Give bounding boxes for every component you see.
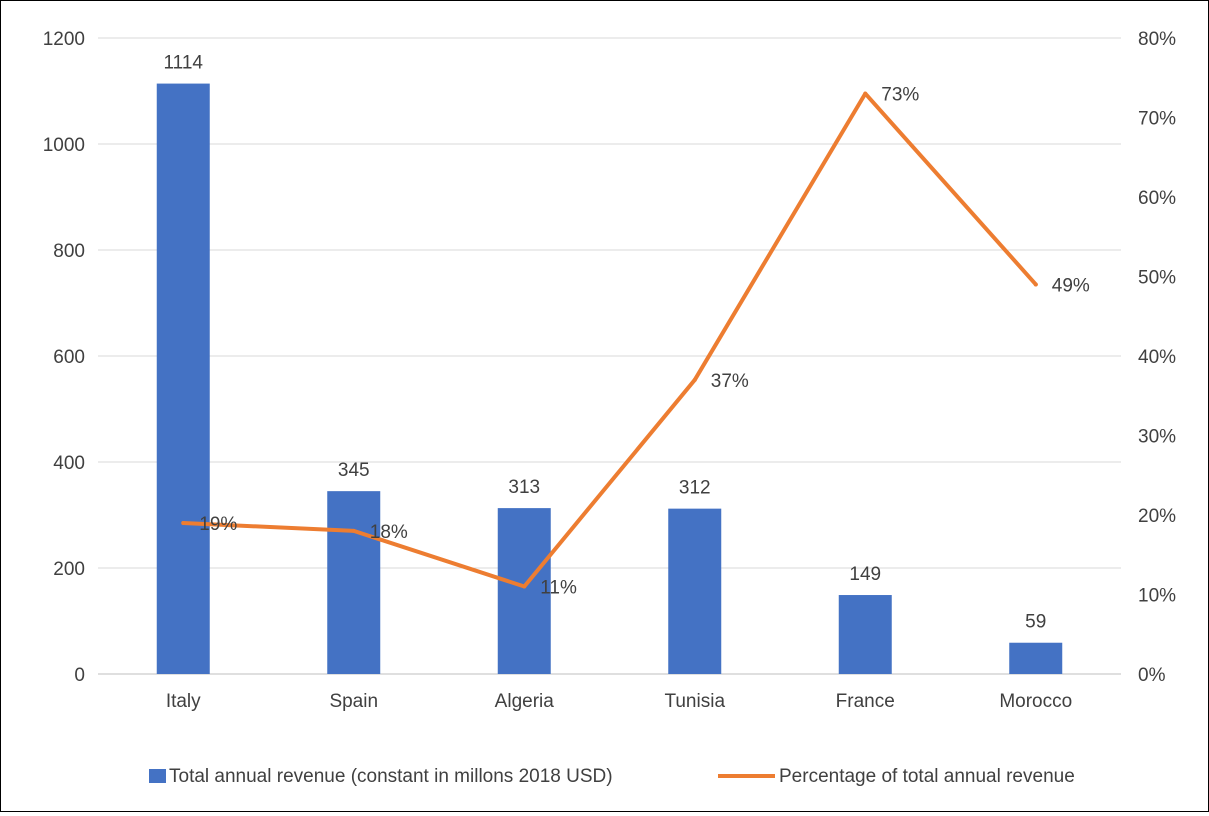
bar-data-label: 59	[1025, 612, 1046, 633]
line-series-path	[181, 91, 1038, 589]
right-axis-tick-label: 0%	[1138, 665, 1166, 686]
right-axis-tick-label: 40%	[1138, 347, 1176, 368]
legend-bar-swatch	[149, 769, 166, 783]
line-data-label: 18%	[370, 522, 408, 543]
right-axis-tick-label: 80%	[1138, 29, 1176, 50]
line-point	[351, 528, 356, 533]
category-label: France	[836, 691, 895, 712]
line-series	[181, 91, 1038, 589]
bar-data-label: 1114	[164, 53, 204, 74]
bar	[327, 491, 381, 674]
bar-data-label: 312	[679, 478, 711, 499]
category-labels: Italy Spain Algeria Tunisia France Morocco	[166, 691, 1072, 712]
data-labels: 1114 345 313 312 149 59 19% 18% 11% 37% 73% 49%	[164, 53, 1090, 633]
line-point	[181, 520, 186, 525]
bar-data-label: 345	[338, 460, 370, 481]
right-axis-tick-label: 50%	[1138, 268, 1176, 289]
legend: Total annual revenue (constant in millon…	[149, 766, 1075, 787]
right-axis-tick-label: 30%	[1138, 427, 1176, 448]
left-axis-ticks: 0 200 400 600 800 1000 1200	[43, 29, 85, 686]
bar	[156, 83, 210, 674]
bar-series	[156, 83, 1063, 674]
category-label: Algeria	[495, 691, 555, 712]
right-axis-ticks: 0% 10% 20% 30% 40% 50% 60% 70% 80%	[1138, 29, 1176, 686]
gridlines	[98, 37, 1121, 675]
right-axis-tick-label: 20%	[1138, 506, 1176, 527]
legend-line-label: Percentage of total annual revenue	[779, 766, 1075, 787]
line-point	[522, 584, 527, 589]
left-axis-tick-label: 1200	[43, 29, 85, 50]
left-axis-tick-label: 800	[53, 241, 85, 262]
category-label: Tunisia	[664, 691, 725, 712]
line-data-label: 73%	[881, 85, 919, 106]
line-data-label: 11%	[540, 578, 577, 599]
line-point	[863, 91, 868, 96]
bar-data-label: 149	[849, 564, 881, 585]
line-data-label: 19%	[199, 514, 237, 535]
bar-data-label: 313	[508, 477, 540, 498]
category-label: Italy	[166, 691, 201, 712]
category-label: Morocco	[999, 691, 1072, 712]
line-point	[692, 377, 697, 382]
left-axis-tick-label: 600	[53, 347, 85, 368]
right-axis-tick-label: 10%	[1138, 586, 1176, 607]
right-axis-tick-label: 60%	[1138, 188, 1176, 209]
bar	[668, 508, 722, 674]
bar	[1009, 642, 1063, 674]
legend-bar-label: Total annual revenue (constant in millon…	[169, 766, 613, 787]
right-axis-tick-label: 70%	[1138, 109, 1176, 130]
left-axis-tick-label: 0	[74, 665, 85, 686]
left-axis-tick-label: 1000	[43, 135, 85, 156]
line-data-label: 37%	[711, 371, 749, 392]
line-data-label: 49%	[1052, 275, 1090, 296]
left-axis-tick-label: 400	[53, 453, 85, 474]
category-label: Spain	[329, 691, 378, 712]
bar	[497, 508, 551, 674]
left-axis-tick-label: 200	[53, 559, 85, 580]
bar	[838, 595, 892, 674]
line-point	[1033, 282, 1038, 287]
